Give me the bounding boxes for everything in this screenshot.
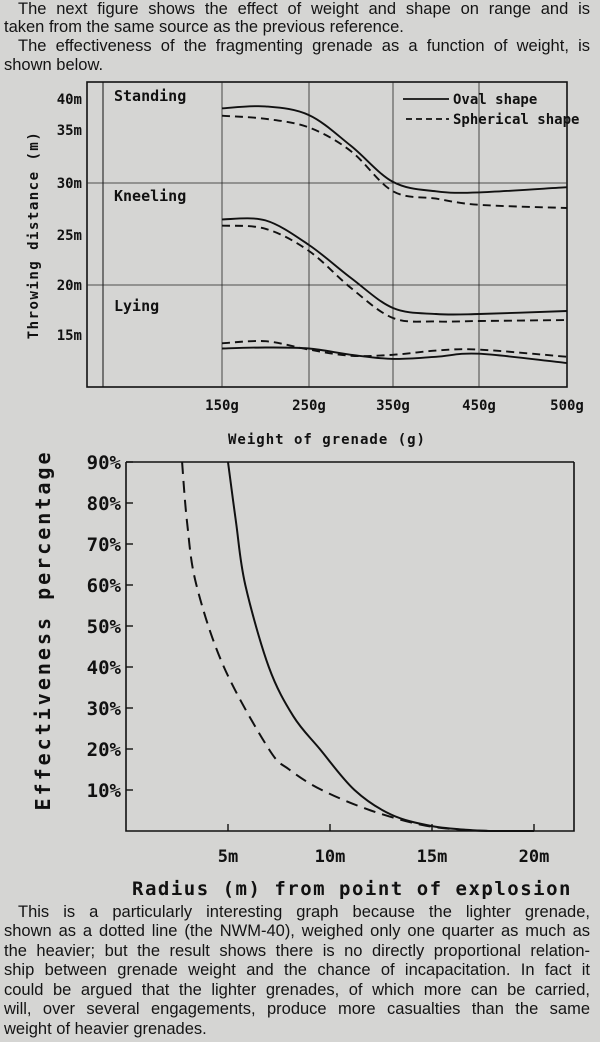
series-line — [221, 224, 568, 323]
series-line — [221, 105, 568, 194]
text-line: ship between grenade weight and the chan… — [4, 961, 590, 979]
y-tick-label: 80% — [87, 493, 122, 515]
y-tick-label: 20% — [87, 739, 122, 761]
text-line: shown as a dotted line (the NWM-40), wei… — [4, 922, 590, 940]
effectiveness-chart: 5m 10m 15m 20m 90% 80% 70% 60% 50% 40% 30% 20% 10% Ra… — [31, 450, 575, 900]
series-line — [227, 461, 535, 833]
posture-label: Lying — [114, 297, 159, 315]
text-line: The next figure shows the effect of weig… — [18, 0, 590, 18]
y-tick-label: 20m — [57, 278, 82, 294]
y-tick-label: 60% — [87, 575, 122, 597]
plot-frame — [86, 81, 568, 388]
x-tick-label: 150g — [205, 398, 239, 414]
text-line: This is a particularly interesting graph… — [18, 903, 590, 921]
y-tick-label: 50% — [87, 616, 122, 638]
series-line — [221, 114, 568, 209]
legend-label: Spherical shape — [453, 112, 579, 128]
x-tick-label: 350g — [376, 398, 410, 414]
series-line — [221, 346, 568, 365]
x-axis-label: Radius (m) from point of explosion — [132, 878, 572, 900]
throwing-distance-chart: 150g 250g 350g 450g 500g 40m 35m 30m 25m 20m 15m We… — [26, 81, 584, 448]
x-axis-label: Weight of grenade (g) — [228, 432, 426, 448]
text-line: weight of heavier grenades. — [4, 1020, 207, 1038]
y-tick-label: 10% — [87, 780, 122, 802]
y-axis-label: Throwing distance (m) — [26, 131, 42, 340]
y-tick-label: 30% — [87, 698, 122, 720]
y-tick-label: 15m — [57, 328, 82, 344]
x-tick-label: 250g — [292, 398, 326, 414]
x-tick-label: 15m — [417, 847, 448, 867]
series-line — [181, 461, 494, 832]
y-tick-label: 70% — [87, 534, 122, 556]
x-tick-label: 10m — [315, 847, 346, 867]
y-tick-label: 90% — [87, 452, 122, 474]
x-tick-label: 20m — [519, 847, 550, 867]
text-line: will, over several engagements, produce … — [4, 1000, 590, 1018]
series-line — [221, 217, 568, 316]
text-line: the heavier; but the result shows there … — [4, 942, 590, 960]
x-tick-label: 450g — [462, 398, 496, 414]
series-line — [221, 340, 568, 358]
text-line: shown below. — [4, 56, 104, 74]
text-line: The effectiveness of the fragmenting gre… — [18, 37, 590, 55]
posture-label: Standing — [114, 87, 186, 105]
y-tick-label: 40% — [87, 657, 122, 679]
x-tick-label: 500g — [550, 398, 584, 414]
y-axis-label: Effectiveness percentage — [31, 450, 55, 811]
text-line: could be argued that the lighter grenade… — [4, 981, 590, 999]
y-tick-label: 40m — [57, 92, 82, 108]
y-tick-label: 25m — [57, 228, 82, 244]
y-tick-label: 30m — [57, 176, 82, 192]
x-tick-label: 5m — [218, 847, 238, 867]
plot-frame — [125, 462, 575, 832]
y-tick-label: 35m — [57, 123, 82, 139]
posture-label: Kneeling — [114, 187, 186, 205]
text-line: taken from the same source as the previo… — [4, 18, 404, 36]
legend-label: Oval shape — [453, 92, 537, 108]
